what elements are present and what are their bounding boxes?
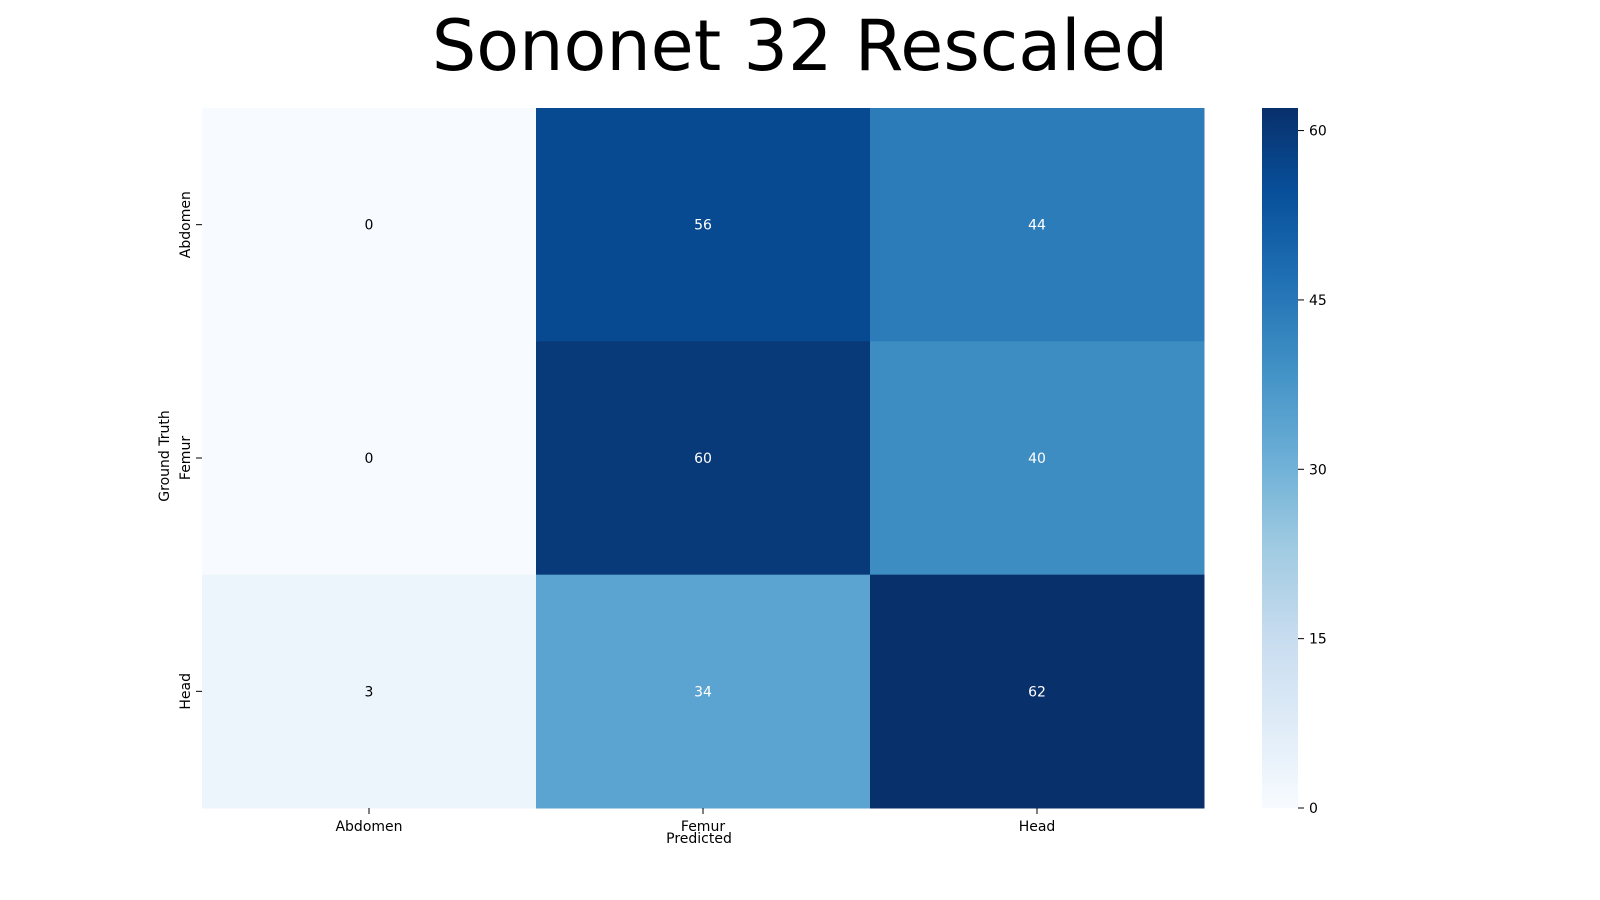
cell-value-label-r1-c2: 40: [1028, 451, 1046, 467]
colorbar-tick-label-15: 15: [1309, 632, 1327, 648]
heatmap-cell-r1-c0: [202, 341, 537, 576]
cell-value-label-r0-c0: 0: [365, 218, 374, 234]
heatmap-cell-r2-c1: [536, 574, 871, 809]
y-tick-label-femur: Femur: [178, 436, 194, 480]
x-axis-ticks: Abdomen Femur Head: [335, 808, 1055, 835]
x-tick-label-head: Head: [1019, 819, 1056, 835]
colorbar-tick-label-60: 60: [1309, 124, 1327, 140]
colorbar: [1262, 108, 1298, 808]
heatmap-cell-r0-c2: [870, 108, 1205, 342]
cell-value-label-r1-c0: 0: [365, 451, 374, 467]
x-tick-label-femur: Femur: [681, 819, 725, 835]
heatmap-cells: [202, 108, 1205, 809]
heatmap-cell-labels: 0 56 44 0 60 40 3 34 62: [365, 218, 1046, 701]
cell-value-label-r2-c2: 62: [1028, 684, 1046, 700]
colorbar-ticks: 0 15 30 45 60: [1298, 124, 1327, 817]
heatmap-cell-r1-c1: [536, 341, 871, 576]
heatmap-cell-r2-c0: [202, 574, 537, 809]
colorbar-tick-label-30: 30: [1309, 462, 1327, 478]
chart-title: Sononet 32 Rescaled: [432, 5, 1168, 87]
cell-value-label-r2-c1: 34: [694, 684, 712, 700]
y-tick-label-head: Head: [178, 673, 194, 710]
x-axis-label: Predicted: [666, 831, 732, 847]
y-axis-label: Ground Truth: [157, 410, 173, 501]
heatmap-cell-r0-c0: [202, 108, 537, 342]
y-tick-label-abdomen: Abdomen: [178, 191, 194, 258]
colorbar-tick-label-0: 0: [1309, 801, 1318, 817]
colorbar-tick-label-45: 45: [1309, 293, 1327, 309]
cell-value-label-r0-c2: 44: [1028, 218, 1046, 234]
cell-value-label-r2-c0: 3: [365, 684, 374, 700]
cell-value-label-r1-c1: 60: [694, 451, 712, 467]
heatmap-cell-r2-c2: [870, 574, 1205, 809]
heatmap-cell-r0-c1: [536, 108, 871, 342]
cell-value-label-r0-c1: 56: [694, 218, 712, 234]
heatmap-cell-r1-c2: [870, 341, 1205, 576]
x-tick-label-abdomen: Abdomen: [335, 819, 402, 835]
y-axis-ticks: Abdomen Femur Head: [178, 191, 202, 710]
